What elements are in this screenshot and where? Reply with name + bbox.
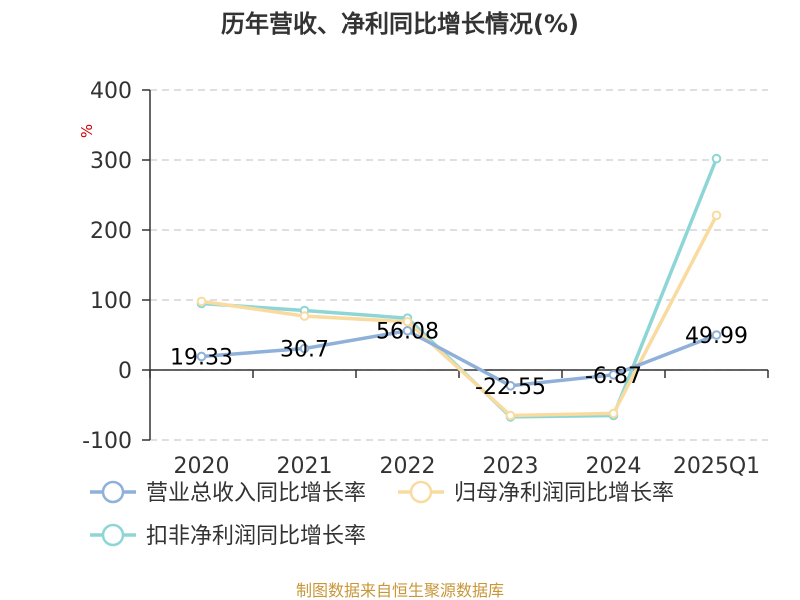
source-note: 制图数据来自恒生聚源数据库 [296,581,504,600]
x-tick-label-4: 2024 [586,454,642,479]
legend-item-2: 扣非净利润同比增长率 [90,523,366,549]
data-label-1: 30.7 [280,338,329,363]
y-tick-label-3: 200 [90,219,132,244]
legend-label-1: 归母净利润同比增长率 [454,481,674,506]
data-label-2: 56.08 [376,320,439,345]
series-1-point-0 [196,296,207,307]
legend-label-0: 营业总收入同比增长率 [146,481,366,506]
series-0-point-4 [608,370,619,380]
x-tick-label-3: 2023 [483,454,539,479]
y-tick-label-2: 100 [90,289,132,314]
series-line-0 [201,328,718,388]
series-1-point-4 [608,408,619,419]
legend-marker-1 [409,480,433,504]
x-tick-label-1: 2021 [277,454,333,479]
y-tick-label-0: -100 [82,429,132,454]
legend-marker-0 [101,480,125,504]
y-axis-unit: % [78,124,96,138]
x-tick-label-5: 2025Q1 [673,454,760,479]
series-0-point-0 [196,351,207,362]
axes: -100 0 100 200 300 400 2020 2021 2022 2023 2024 202… [82,79,769,479]
series-0-point-3 [505,380,516,391]
series-1-point-5 [711,210,722,221]
y-tick-label-5: 400 [90,79,132,104]
legend-item-1: 归母净利润同比增长率 [398,480,674,506]
x-tick-label-0: 2020 [174,454,230,479]
y-tick-label-4: 300 [90,149,132,174]
x-tick-label-2: 2022 [380,454,436,479]
data-labels: 19.33 30.7 56.08 -22.55 -6.87 49.99 [170,320,748,400]
legend-label-2: 扣非净利润同比增长率 [146,524,366,549]
series-line-1 [201,214,719,418]
data-label-5: 49.99 [685,324,748,349]
chart-title: 历年营收、净利同比增长情况(%) [221,10,579,38]
y-tick-label-1: 0 [118,359,132,384]
series-1-point-1 [299,311,310,321]
data-label-0: 19.33 [170,345,233,370]
data-label-3: -22.55 [475,375,546,400]
series-0-point-5 [711,330,722,340]
series-layer [196,153,722,422]
series-0-point-1 [299,343,310,354]
series-1-point-2 [402,316,413,327]
series-0-point-2 [402,325,413,336]
data-label-4: -6.87 [585,364,642,389]
series-2-point-5 [711,153,722,164]
legend-marker-2 [101,523,125,547]
series-1-point-3 [505,410,516,421]
legend-item-0: 营业总收入同比增长率 [90,480,366,506]
